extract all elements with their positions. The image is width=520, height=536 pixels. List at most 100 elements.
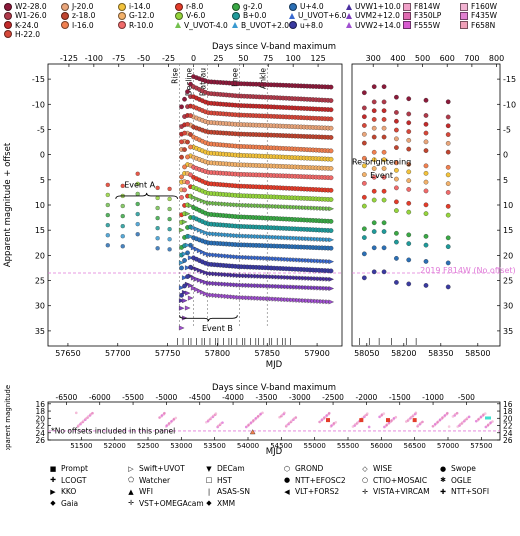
data-point bbox=[316, 236, 323, 242]
bottom-top-axis-title: Days since V-band maximum bbox=[212, 383, 336, 393]
data-point bbox=[232, 282, 239, 288]
legend-swatch bbox=[460, 21, 468, 30]
data-point bbox=[256, 295, 263, 301]
data-point bbox=[277, 235, 284, 240]
data-point bbox=[205, 231, 212, 237]
legend-swatch bbox=[232, 11, 240, 20]
data-point bbox=[292, 275, 299, 281]
data-point bbox=[371, 134, 377, 140]
data-point bbox=[202, 291, 209, 297]
data-point bbox=[241, 282, 248, 288]
data-point bbox=[316, 276, 323, 282]
data-point bbox=[289, 275, 296, 281]
data-point bbox=[262, 296, 269, 302]
data-point bbox=[220, 272, 227, 277]
data-point bbox=[406, 281, 412, 287]
data-point bbox=[241, 202, 248, 208]
data-point bbox=[187, 255, 194, 261]
legend-swatch bbox=[460, 2, 468, 11]
data-point bbox=[423, 130, 429, 136]
data-point bbox=[265, 234, 272, 240]
data-point bbox=[238, 233, 245, 239]
data-point bbox=[286, 284, 293, 290]
data-point bbox=[371, 99, 377, 105]
legend-label: F814W bbox=[414, 2, 441, 11]
legend-swatch bbox=[175, 2, 183, 11]
data-point bbox=[182, 96, 187, 102]
data-point bbox=[423, 211, 429, 216]
data-point bbox=[235, 273, 242, 278]
data-point bbox=[199, 228, 206, 234]
data-point bbox=[214, 293, 221, 299]
telescope-legend-entry: ✚ NTT+SOFI bbox=[438, 487, 489, 496]
data-point bbox=[187, 283, 194, 289]
data-point bbox=[190, 245, 197, 251]
data-point bbox=[241, 233, 248, 239]
history-point bbox=[261, 411, 264, 415]
bottom-top-xtick-label: -1500 bbox=[389, 393, 411, 402]
xtick-label: 58050 bbox=[354, 349, 379, 358]
data-point bbox=[238, 295, 245, 300]
data-point bbox=[135, 181, 140, 187]
ytick-label: 30 bbox=[503, 302, 513, 311]
data-point bbox=[313, 236, 320, 242]
legend-label: W2-28.0 bbox=[15, 2, 47, 11]
telescope-marker-icon: □ bbox=[205, 476, 213, 484]
series-R100 bbox=[179, 164, 451, 200]
legend-label: z-18.0 bbox=[72, 11, 96, 21]
data-point bbox=[371, 245, 377, 251]
legend-swatch bbox=[346, 22, 352, 29]
data-point bbox=[178, 227, 185, 233]
ytick-label: 25 bbox=[503, 277, 513, 286]
data-point bbox=[217, 271, 224, 277]
top-xtick-label: -25 bbox=[162, 54, 175, 63]
data-point bbox=[181, 219, 188, 225]
data-point bbox=[185, 89, 190, 95]
series-V60 bbox=[105, 181, 451, 225]
telescope-label: VLT+FORS2 bbox=[295, 487, 340, 496]
history-point bbox=[367, 425, 371, 429]
data-point bbox=[381, 269, 387, 275]
data-point bbox=[223, 232, 230, 238]
data-point bbox=[120, 223, 125, 229]
data-point bbox=[244, 273, 251, 279]
data-point bbox=[208, 252, 215, 258]
event-b-brace bbox=[179, 315, 238, 322]
series-H220 bbox=[179, 104, 451, 145]
data-point bbox=[259, 203, 266, 209]
data-point bbox=[301, 236, 308, 242]
telescope-label: DECam bbox=[217, 464, 245, 473]
data-point bbox=[211, 231, 218, 237]
data-point bbox=[406, 169, 412, 175]
series-VUVOT40 bbox=[105, 191, 335, 233]
legend-entry: U+4.0 bbox=[289, 2, 324, 11]
legend-entry: u+8.0 bbox=[289, 21, 323, 30]
telescope-marker-icon: ● bbox=[439, 464, 447, 473]
bottom-xtick-label: 53000 bbox=[170, 442, 192, 450]
data-point bbox=[280, 297, 287, 302]
data-point bbox=[394, 94, 399, 100]
bottom-history-panel: Days since V-band maximum -6500 -6000 -5500… bbox=[4, 383, 513, 450]
bottom-top-xtick-label: -6500 bbox=[56, 393, 78, 402]
data-point bbox=[184, 211, 191, 217]
data-point bbox=[202, 251, 209, 256]
data-point bbox=[394, 136, 399, 142]
telescope-legend-entry: ✛ VST+OMEGAcam bbox=[126, 499, 204, 508]
top-xtick-label: 600 bbox=[440, 54, 455, 63]
ytick-label: -5 bbox=[503, 125, 511, 134]
top-xtick-label: -50 bbox=[137, 54, 150, 63]
data-point bbox=[178, 298, 185, 304]
legend-label: V_UVOT-4.0 bbox=[184, 20, 228, 30]
legend-label: U+4.0 bbox=[300, 2, 324, 11]
data-point bbox=[244, 202, 251, 208]
data-point bbox=[120, 244, 125, 249]
data-point bbox=[394, 118, 399, 124]
data-point bbox=[445, 260, 451, 266]
data-point bbox=[188, 264, 193, 270]
data-point bbox=[105, 243, 110, 248]
ytick-label: -10 bbox=[32, 100, 45, 109]
bottom-ytick-label: 26 bbox=[503, 436, 513, 445]
data-point bbox=[205, 252, 212, 257]
history-point bbox=[74, 411, 78, 415]
data-point bbox=[205, 292, 212, 298]
